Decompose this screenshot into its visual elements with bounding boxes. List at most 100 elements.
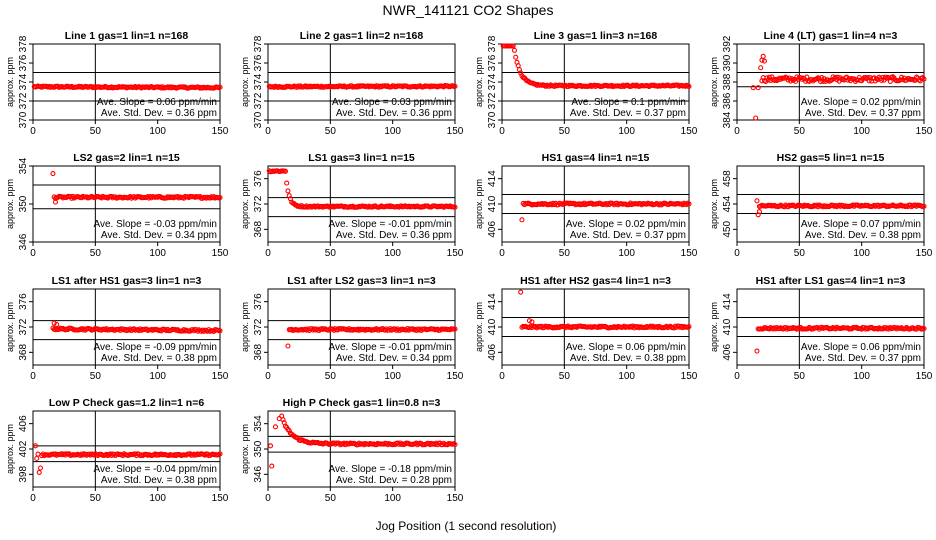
y-tick-label: 398 xyxy=(18,466,29,483)
data-point xyxy=(267,443,274,449)
data-point xyxy=(32,443,39,449)
data-point xyxy=(284,180,290,186)
x-tick-label: 100 xyxy=(384,371,401,382)
y-tick-label: 350 xyxy=(18,195,29,212)
x-tick-label: 50 xyxy=(794,371,806,382)
slope-annotation: Ave. Slope = 0.02 ppm/min xyxy=(801,97,921,108)
data-series xyxy=(266,83,458,91)
data-point xyxy=(921,76,927,82)
x-tick-label: 100 xyxy=(618,371,635,382)
y-tick-label: 402 xyxy=(18,440,29,457)
y-axis-label: approx. ppm xyxy=(240,179,250,229)
x-tick-label: 50 xyxy=(325,371,337,382)
panel-title: LS1 after HS1 gas=3 lin=1 n=3 xyxy=(52,275,202,287)
y-tick-label: 450 xyxy=(722,221,733,238)
y-axis-label: approx. ppm xyxy=(5,179,15,229)
std-dev-annotation: Ave. Std. Dev. = 0.38 ppm xyxy=(570,353,686,364)
data-point xyxy=(34,455,40,462)
slope-annotation: Ave. Slope = 0.02 ppm/min xyxy=(566,219,686,230)
x-tick-label: 0 xyxy=(30,248,36,259)
y-tick-label: 384 xyxy=(722,111,733,128)
x-tick-label: 0 xyxy=(265,248,271,259)
x-tick-label: 50 xyxy=(559,371,571,382)
std-dev-annotation: Ave. Std. Dev. = 0.37 ppm xyxy=(805,353,921,364)
panel-title: LS2 gas=2 lin=1 n=15 xyxy=(73,152,180,164)
data-point xyxy=(269,463,275,469)
data-point xyxy=(518,289,524,295)
std-dev-annotation: Ave. Std. Dev. = 0.36 ppm xyxy=(336,108,452,119)
x-tick-label: 100 xyxy=(853,126,870,137)
y-tick-label: 376 xyxy=(253,293,264,310)
y-tick-label: 370 xyxy=(253,111,264,128)
data-point xyxy=(217,451,223,457)
y-tick-label: 376 xyxy=(18,54,29,71)
chart-panel-8: HS2 gas=5 lin=1 n=15 0 50 100 150 450 454 458ap… xyxy=(709,152,933,259)
x-tick-label: 150 xyxy=(681,126,698,137)
data-point xyxy=(285,426,291,432)
chart-panel-13: Low P Check gas=1.2 lin=1 n=6 0 50 100 150 39… xyxy=(5,397,229,504)
data-point xyxy=(285,188,291,194)
y-tick-label: 376 xyxy=(18,293,29,310)
y-tick-label: 378 xyxy=(253,35,264,52)
y-tick-label: 414 xyxy=(487,293,498,310)
std-dev-annotation: Ave. Std. Dev. = 0.36 ppm xyxy=(336,230,452,241)
x-tick-label: 0 xyxy=(734,371,740,382)
data-point xyxy=(452,442,458,448)
panel-title: Line 2 gas=1 lin=2 n=168 xyxy=(300,30,424,42)
x-tick-label: 150 xyxy=(212,371,229,382)
data-point xyxy=(513,54,519,60)
std-dev-annotation: Ave. Std. Dev. = 0.37 ppm xyxy=(570,108,686,119)
x-tick-label: 0 xyxy=(499,126,505,137)
y-tick-label: 390 xyxy=(722,54,733,71)
data-series xyxy=(267,413,458,469)
data-point xyxy=(217,328,223,334)
x-tick-label: 0 xyxy=(734,248,740,259)
data-series xyxy=(750,53,927,121)
y-tick-label: 368 xyxy=(253,344,264,361)
x-tick-label: 150 xyxy=(916,126,933,137)
panel-title: Line 3 gas=1 lin=3 n=168 xyxy=(534,30,658,42)
y-tick-label: 376 xyxy=(253,170,264,187)
x-tick-label: 150 xyxy=(447,371,464,382)
y-tick-label: 374 xyxy=(253,73,264,90)
data-point xyxy=(217,194,223,201)
y-tick-label: 372 xyxy=(18,92,29,109)
y-tick-label: 414 xyxy=(722,293,733,310)
y-tick-label: 378 xyxy=(18,35,29,52)
x-tick-label: 100 xyxy=(149,248,166,259)
data-point xyxy=(526,318,532,324)
std-dev-annotation: Ave. Std. Dev. = 0.36 ppm xyxy=(101,108,217,119)
data-point xyxy=(760,53,766,59)
x-tick-label: 150 xyxy=(916,371,933,382)
y-tick-label: 370 xyxy=(487,111,498,128)
y-tick-label: 406 xyxy=(487,221,498,238)
data-series xyxy=(754,324,927,354)
std-dev-annotation: Ave. Std. Dev. = 0.37 ppm xyxy=(570,230,686,241)
x-tick-label: 150 xyxy=(447,493,464,504)
data-point xyxy=(518,70,524,76)
x-tick-label: 100 xyxy=(618,248,635,259)
x-tick-label: 150 xyxy=(212,248,229,259)
data-point xyxy=(761,58,767,64)
data-point xyxy=(282,423,289,429)
y-axis-label: approx. ppm xyxy=(474,179,484,229)
y-tick-label: 406 xyxy=(18,415,29,432)
y-tick-label: 386 xyxy=(722,92,733,109)
slope-annotation: Ave. Slope = -0.09 ppm/min xyxy=(94,342,218,353)
y-tick-label: 350 xyxy=(253,440,264,457)
data-point xyxy=(769,74,775,80)
x-tick-label: 0 xyxy=(265,493,271,504)
x-tick-label: 150 xyxy=(681,248,698,259)
x-tick-label: 50 xyxy=(325,126,337,137)
panel-title: LS1 gas=3 lin=1 n=15 xyxy=(308,152,415,164)
slope-annotation: Ave. Slope = 0.03 ppm/min xyxy=(332,97,452,108)
y-tick-label: 374 xyxy=(18,73,29,90)
y-tick-label: 354 xyxy=(253,415,264,432)
x-tick-label: 50 xyxy=(90,248,102,259)
data-point xyxy=(286,428,292,434)
data-point xyxy=(686,201,692,207)
data-point xyxy=(753,115,759,121)
std-dev-annotation: Ave. Std. Dev. = 0.38 ppm xyxy=(101,475,217,486)
panel-title: Line 1 gas=1 lin=1 n=168 xyxy=(65,30,189,42)
